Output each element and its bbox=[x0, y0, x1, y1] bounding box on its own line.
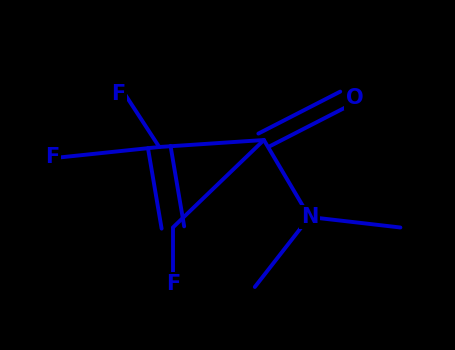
Text: O: O bbox=[346, 88, 364, 108]
Text: F: F bbox=[166, 274, 180, 294]
Text: F: F bbox=[45, 147, 59, 168]
Text: F: F bbox=[111, 84, 126, 104]
Text: N: N bbox=[301, 207, 318, 227]
